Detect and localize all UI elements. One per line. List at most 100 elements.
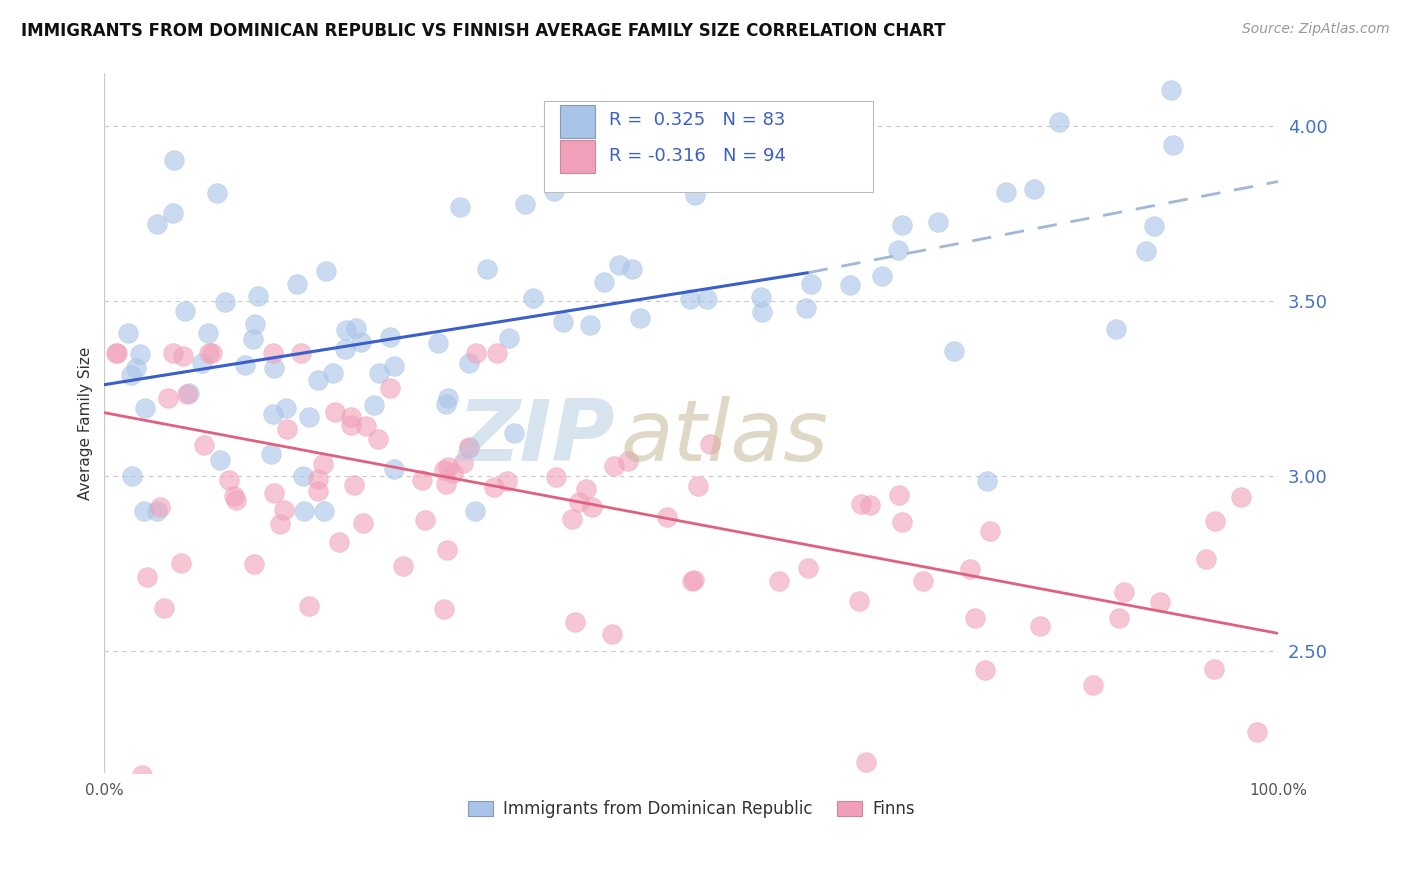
Point xyxy=(105,346,128,360)
Point xyxy=(129,347,152,361)
Text: IMMIGRANTS FROM DOMINICAN REPUBLIC VS FINNISH AVERAGE FAMILY SIZE CORRELATION CH: IMMIGRANTS FROM DOMINICAN REPUBLIC VS FI… xyxy=(21,22,946,40)
Point xyxy=(243,557,266,571)
Point xyxy=(242,332,264,346)
Point xyxy=(458,356,481,370)
Point xyxy=(609,258,631,272)
Point xyxy=(146,504,169,518)
Point xyxy=(263,361,285,376)
Point xyxy=(849,497,872,511)
Point xyxy=(156,391,179,405)
Point xyxy=(433,602,456,616)
Point xyxy=(120,368,142,382)
Point xyxy=(963,611,986,625)
Point xyxy=(363,398,385,412)
Point xyxy=(498,331,520,345)
Point xyxy=(290,346,312,360)
Point xyxy=(382,462,405,476)
Point xyxy=(367,432,389,446)
Text: R = -0.316   N = 94: R = -0.316 N = 94 xyxy=(609,147,786,165)
Point xyxy=(311,457,333,471)
Point xyxy=(413,513,436,527)
Point xyxy=(979,524,1001,539)
Point xyxy=(976,474,998,488)
Point xyxy=(323,405,346,419)
Point xyxy=(891,515,914,529)
Point xyxy=(136,570,159,584)
Point xyxy=(233,359,256,373)
Point xyxy=(434,396,457,410)
Point xyxy=(391,558,413,573)
Point xyxy=(683,574,706,588)
Point xyxy=(1024,182,1046,196)
Point xyxy=(503,426,526,441)
Point xyxy=(378,382,401,396)
Point xyxy=(1161,138,1184,153)
Point xyxy=(307,373,329,387)
Point xyxy=(247,289,270,303)
Text: atlas: atlas xyxy=(621,396,828,479)
Point xyxy=(600,777,623,791)
Point xyxy=(208,453,231,467)
Point xyxy=(751,290,773,304)
Point xyxy=(433,462,456,476)
Point xyxy=(176,386,198,401)
Point xyxy=(464,504,486,518)
Point xyxy=(276,422,298,436)
Point xyxy=(995,185,1018,199)
Point xyxy=(553,315,575,329)
Point xyxy=(269,516,291,531)
Point xyxy=(162,346,184,360)
Point xyxy=(262,346,284,360)
Point xyxy=(134,401,156,415)
Point xyxy=(768,574,790,589)
Point xyxy=(105,346,128,360)
FancyBboxPatch shape xyxy=(560,139,595,173)
Point xyxy=(172,350,194,364)
Point xyxy=(262,407,284,421)
Point xyxy=(1083,678,1105,692)
Point xyxy=(751,305,773,319)
Point xyxy=(1135,244,1157,259)
Point xyxy=(349,335,371,350)
Point xyxy=(222,489,245,503)
Point xyxy=(191,356,214,370)
Point xyxy=(696,293,718,307)
Point xyxy=(145,217,167,231)
Point xyxy=(475,262,498,277)
Point xyxy=(276,401,298,415)
Point xyxy=(464,346,486,360)
Point xyxy=(886,243,908,257)
Point xyxy=(335,342,357,356)
Point xyxy=(201,346,224,360)
Point xyxy=(434,477,457,491)
Point xyxy=(314,504,336,518)
Point xyxy=(307,484,329,499)
Point xyxy=(859,498,882,512)
Point xyxy=(600,626,623,640)
Point xyxy=(134,504,156,518)
Point xyxy=(568,495,591,509)
Point xyxy=(593,275,616,289)
Point xyxy=(298,409,321,424)
Point xyxy=(679,292,702,306)
Point xyxy=(214,295,236,310)
Point xyxy=(1246,725,1268,739)
Point xyxy=(974,664,997,678)
Point xyxy=(328,534,350,549)
Point xyxy=(205,186,228,201)
Point xyxy=(457,442,479,456)
Point xyxy=(287,277,309,291)
Point xyxy=(1142,219,1164,233)
Point xyxy=(794,301,817,315)
Point xyxy=(273,503,295,517)
Point xyxy=(352,516,374,530)
Point xyxy=(602,459,624,474)
Point xyxy=(800,277,823,291)
Point xyxy=(620,261,643,276)
Point xyxy=(1149,595,1171,609)
Point xyxy=(131,768,153,782)
Point xyxy=(382,359,405,374)
Point xyxy=(298,599,321,614)
Point xyxy=(1105,322,1128,336)
Point xyxy=(307,472,329,486)
